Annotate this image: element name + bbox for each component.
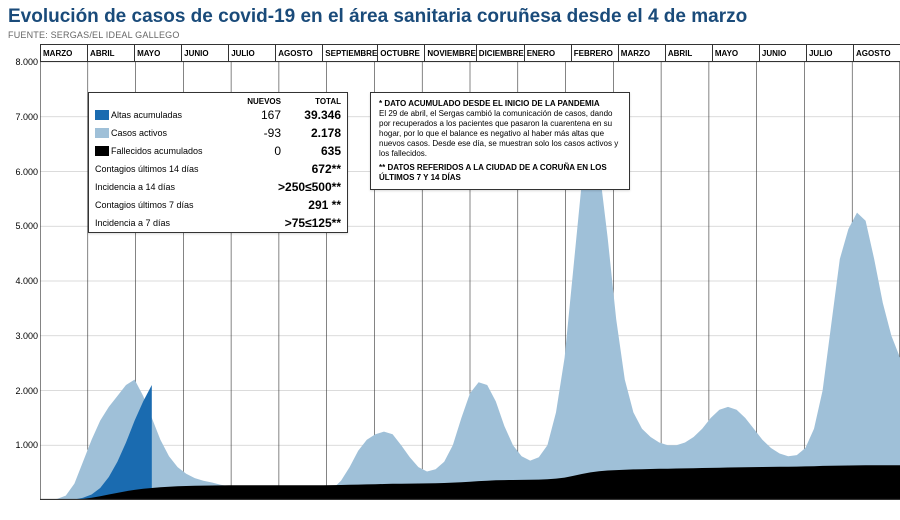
month-label: AGOSTO	[275, 45, 322, 61]
chart-title: Evolución de casos de covid-19 en el áre…	[0, 0, 900, 28]
legend-label: Fallecidos acumulados	[111, 146, 231, 156]
month-label: NOVIEMBRE	[424, 45, 475, 61]
legend-value-new: 167	[231, 108, 281, 122]
y-tick: 4.000	[15, 276, 38, 286]
legend-label: Incidencia a 7 días	[95, 218, 231, 228]
month-label: ABRIL	[665, 45, 712, 61]
y-tick: 6.000	[15, 167, 38, 177]
month-label: MAYO	[134, 45, 181, 61]
note-head1: * DATO ACUMULADO DESDE EL INICIO DE LA P…	[379, 99, 621, 109]
y-tick: 5.000	[15, 221, 38, 231]
legend-header-nuevos: NUEVOS	[231, 97, 281, 106]
y-tick: 3.000	[15, 331, 38, 341]
month-label: JUNIO	[759, 45, 806, 61]
legend-value-total: 39.346	[281, 108, 341, 122]
note-box: * DATO ACUMULADO DESDE EL INICIO DE LA P…	[370, 92, 630, 190]
month-label: ENERO	[524, 45, 571, 61]
legend-label: Incidencia a 14 días	[95, 182, 231, 192]
y-tick: 7.000	[15, 112, 38, 122]
legend-row: Fallecidos acumulados0635	[89, 142, 347, 160]
legend-label: Casos activos	[111, 128, 231, 138]
month-label: MARZO	[40, 45, 87, 61]
legend-row: Casos activos-932.178	[89, 124, 347, 142]
month-label: OCTUBRE	[377, 45, 424, 61]
legend-label: Altas acumuladas	[111, 110, 231, 120]
legend-value: 672**	[231, 162, 341, 176]
legend-value-new: -93	[231, 126, 281, 140]
legend-swatch	[95, 110, 109, 120]
legend-value-total: 635	[281, 144, 341, 158]
month-label: FEBRERO	[571, 45, 618, 61]
month-label: JULIO	[806, 45, 853, 61]
month-axis: MARZOABRILMAYOJUNIOJULIOAGOSTOSEPTIEMBRE…	[40, 44, 900, 62]
legend-value: >75≤125**	[231, 216, 341, 230]
legend-value-new: 0	[231, 144, 281, 158]
y-tick: 8.000	[15, 57, 38, 67]
note-head2: ** DATOS REFERIDOS A LA CIUDAD DE A CORU…	[379, 163, 621, 183]
chart-source: FUENTE: SERGAS/EL IDEAL GALLEGO	[0, 28, 900, 44]
month-label: MARZO	[618, 45, 665, 61]
legend-swatch	[95, 128, 109, 138]
legend-row: Altas acumuladas16739.346	[89, 106, 347, 124]
plot-area: 1.0002.0003.0004.0005.0006.0007.0008.000…	[40, 62, 900, 500]
legend-row: Incidencia a 7 días>75≤125**	[89, 214, 347, 232]
legend-header-total: TOTAL	[281, 97, 341, 106]
legend-value-total: 2.178	[281, 126, 341, 140]
legend-row: Incidencia a 14 días>250≤500**	[89, 178, 347, 196]
legend-swatch	[95, 146, 109, 156]
legend-label: Contagios últimos 14 días	[95, 164, 231, 174]
legend-label: Contagios últimos 7 días	[95, 200, 231, 210]
month-label: DICIEMBRE	[476, 45, 524, 61]
month-label: ABRIL	[87, 45, 134, 61]
month-label: SEPTIEMBRE	[322, 45, 377, 61]
month-label: MAYO	[712, 45, 759, 61]
month-label: JUNIO	[181, 45, 228, 61]
month-label: AGOSTO	[853, 45, 900, 61]
legend-row: Contagios últimos 14 días672**	[89, 160, 347, 178]
y-tick: 1.000	[15, 440, 38, 450]
legend-value: >250≤500**	[231, 180, 341, 194]
legend-row: Contagios últimos 7 días291 **	[89, 196, 347, 214]
legend-value: 291 **	[231, 198, 341, 212]
legend-box: NUEVOS TOTAL Altas acumuladas16739.346Ca…	[88, 92, 348, 233]
y-axis: 1.0002.0003.0004.0005.0006.0007.0008.000	[4, 62, 38, 500]
y-tick: 2.000	[15, 386, 38, 396]
note-body: El 29 de abril, el Sergas cambió la comu…	[379, 109, 621, 159]
month-label: JULIO	[228, 45, 275, 61]
